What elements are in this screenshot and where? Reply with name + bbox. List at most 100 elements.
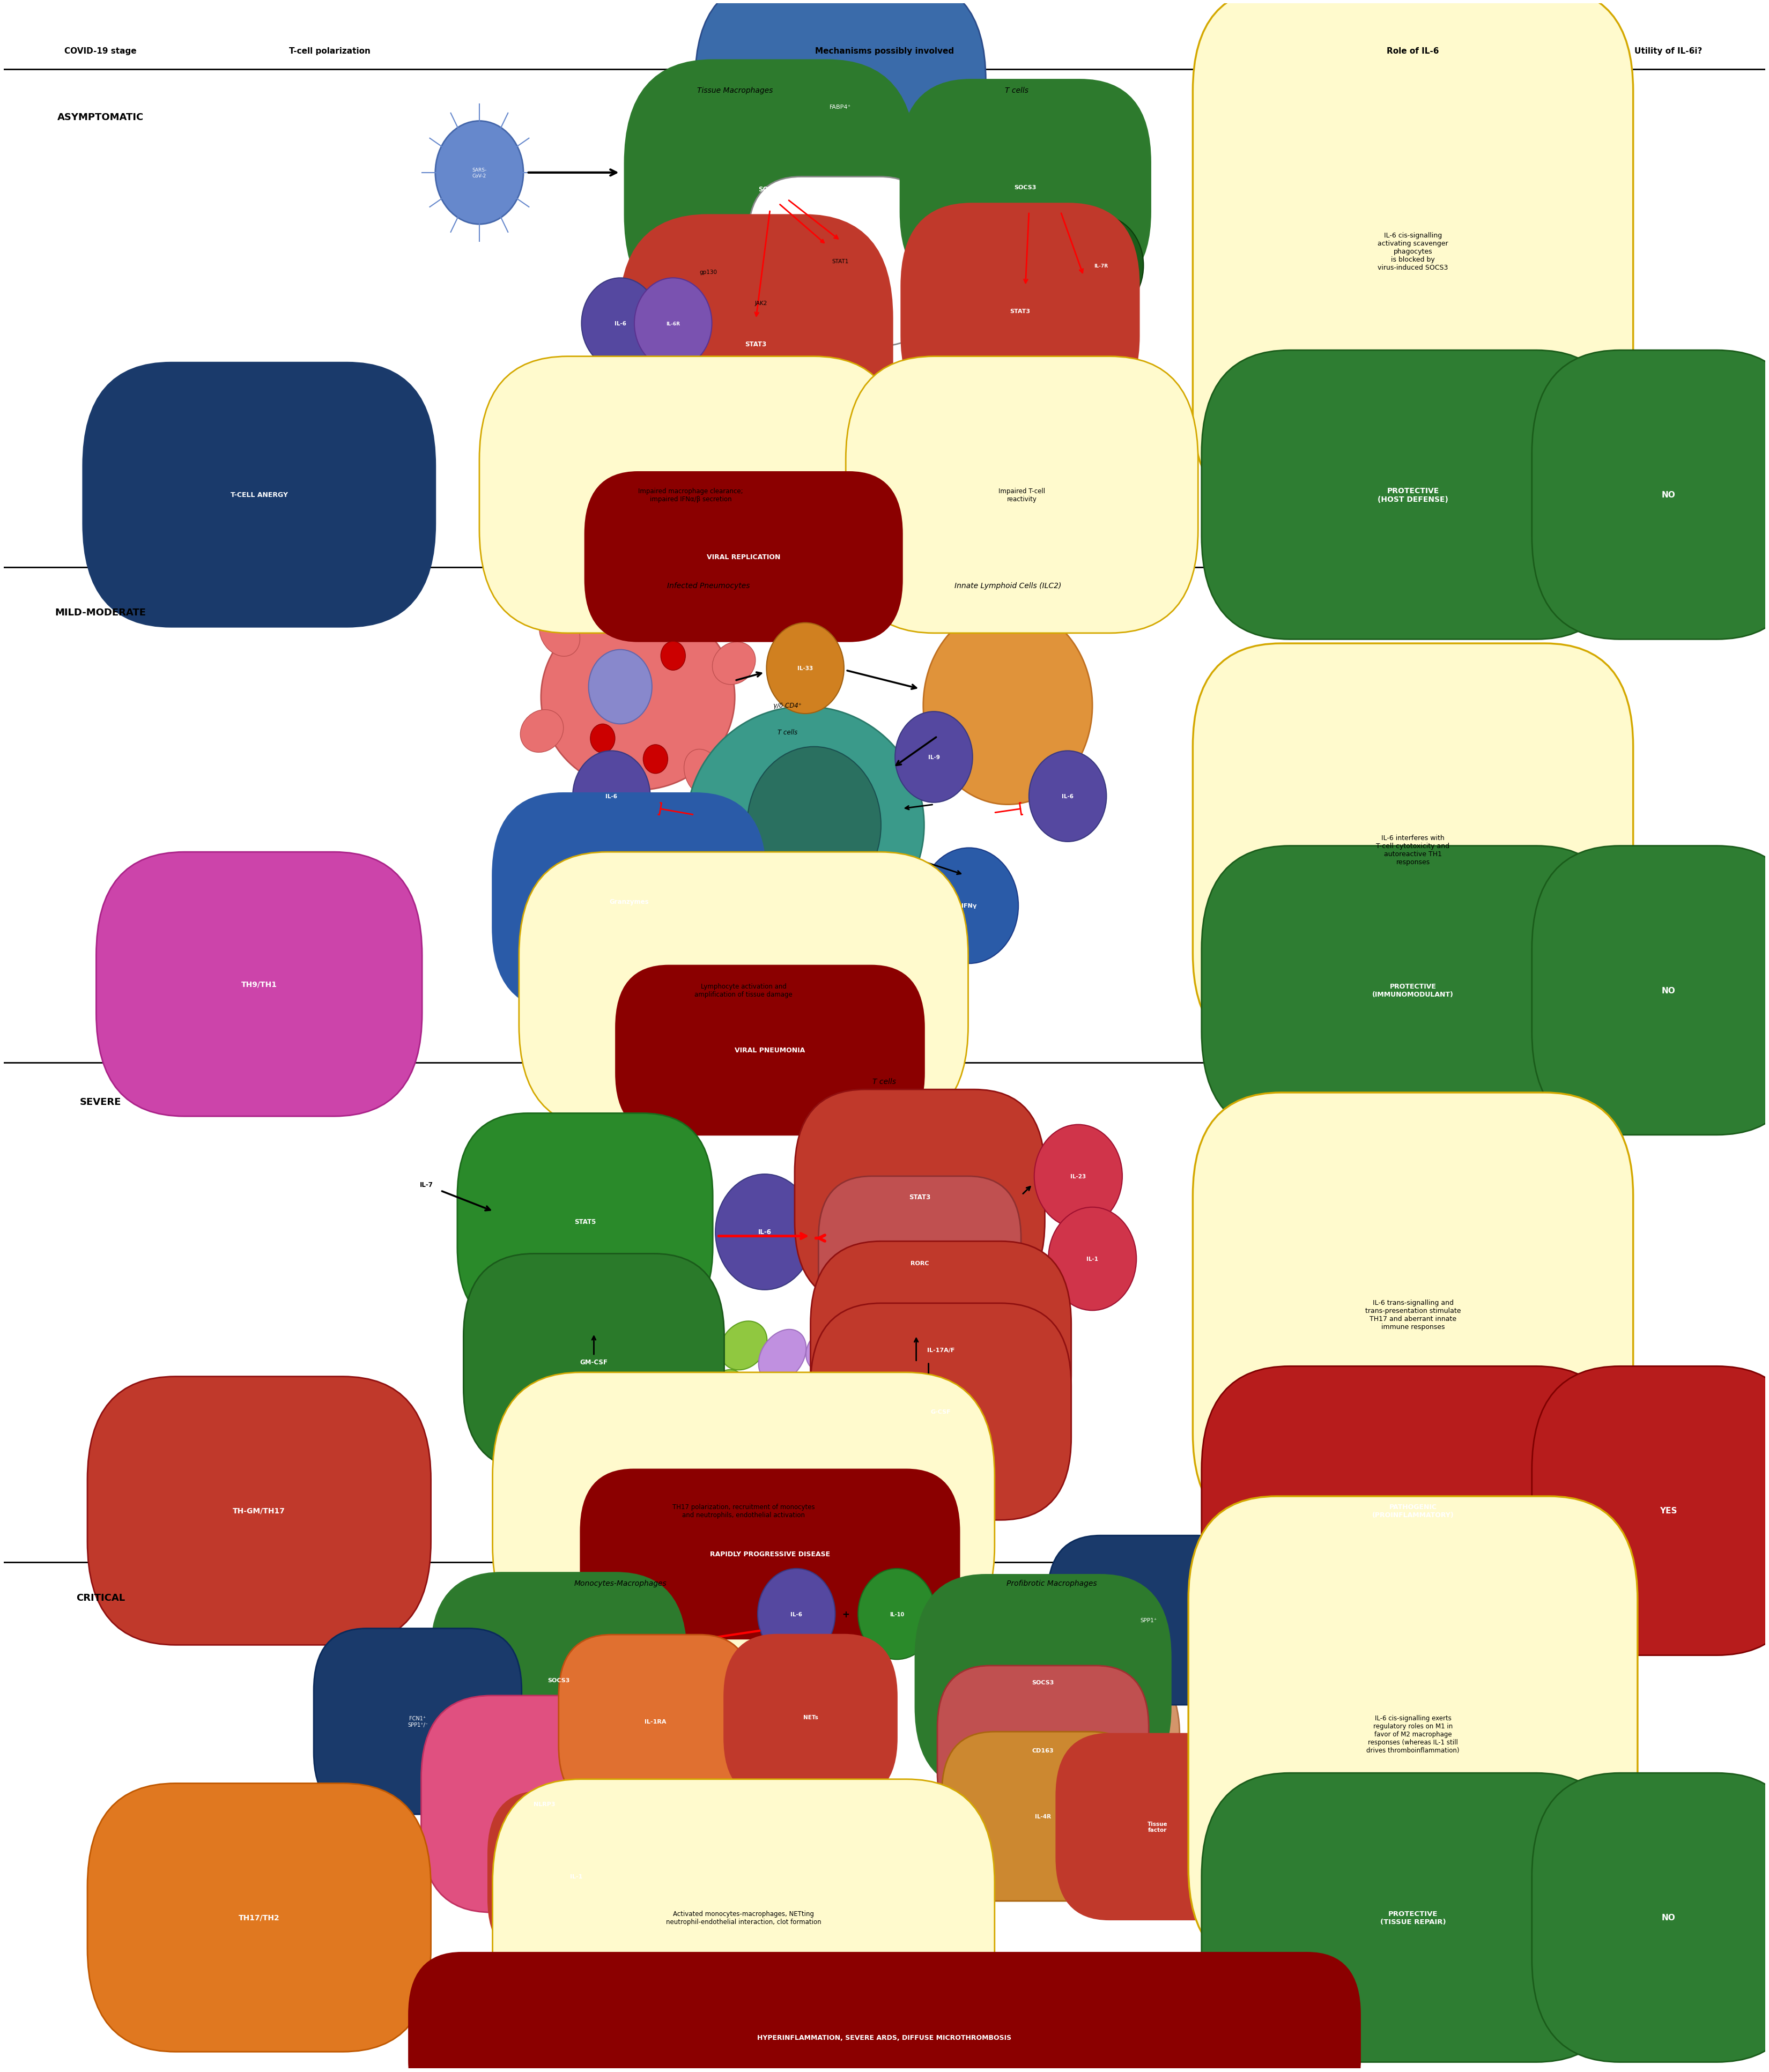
Text: γ/δ CD4⁺: γ/δ CD4⁺ [773,702,801,709]
Text: IL-33: IL-33 [798,665,814,671]
Text: RORC: RORC [911,1260,929,1266]
Text: NO: NO [1661,986,1675,995]
Text: NETs: NETs [803,1716,817,1720]
Circle shape [591,725,616,752]
Circle shape [573,750,651,841]
FancyBboxPatch shape [1192,0,1633,514]
Text: FCN1⁺
SPP1⁺/⁻: FCN1⁺ SPP1⁺/⁻ [407,1716,428,1728]
Text: IL-1: IL-1 [1086,1256,1099,1262]
Text: IL-6: IL-6 [1061,794,1074,800]
Text: IL-4R: IL-4R [1035,1813,1051,1819]
Text: IL-7R: IL-7R [1095,263,1107,269]
FancyBboxPatch shape [586,472,902,642]
Text: CD163: CD163 [1031,1747,1054,1753]
Text: TH17/TH2: TH17/TH2 [239,1915,280,1921]
Text: gp130: gp130 [699,269,716,276]
Text: Profibrotic Macrophages: Profibrotic Macrophages [1007,1579,1097,1587]
Text: NLRP3: NLRP3 [534,1801,555,1807]
Ellipse shape [946,133,1122,358]
FancyBboxPatch shape [1532,1774,1769,2062]
FancyBboxPatch shape [616,966,923,1135]
Ellipse shape [851,151,902,207]
Ellipse shape [667,1347,715,1392]
Circle shape [923,607,1093,804]
Text: Tissue
factor: Tissue factor [1148,1821,1168,1832]
FancyBboxPatch shape [1192,1092,1633,1537]
Text: SOCS3: SOCS3 [1014,184,1037,191]
Text: TH-GM/TH17: TH-GM/TH17 [234,1506,285,1515]
Text: YES: YES [1659,1506,1677,1515]
FancyBboxPatch shape [1189,1496,1638,1970]
Text: Granzymes: Granzymes [609,899,649,905]
FancyBboxPatch shape [748,176,932,346]
Text: G-CSF: G-CSF [930,1409,952,1415]
Text: PROTECTIVE
(HOST DEFENSE): PROTECTIVE (HOST DEFENSE) [1378,487,1449,503]
FancyBboxPatch shape [938,1666,1148,1836]
Ellipse shape [584,1593,624,1649]
Text: FABP4⁺: FABP4⁺ [830,104,851,110]
FancyBboxPatch shape [915,1575,1171,1790]
Text: NO: NO [1661,1915,1675,1921]
FancyBboxPatch shape [313,1629,522,1815]
FancyBboxPatch shape [432,1573,686,1788]
Ellipse shape [941,1614,1180,1852]
Text: TH17 polarization, recruitment of monocytes
and neutrophils, endothelial activat: TH17 polarization, recruitment of monocy… [672,1504,816,1519]
Ellipse shape [851,276,902,329]
Text: IL-6 cis-signalling exerts
regulatory roles on M1 in
favor of M2 macrophage
resp: IL-6 cis-signalling exerts regulatory ro… [1366,1714,1459,1753]
Ellipse shape [633,102,906,381]
Circle shape [582,278,660,369]
FancyBboxPatch shape [492,794,766,1011]
Circle shape [757,1569,835,1660]
Text: STAT3: STAT3 [909,1193,930,1200]
FancyBboxPatch shape [810,1241,1072,1459]
Text: STAT5: STAT5 [575,1218,596,1225]
Circle shape [858,1569,936,1660]
Circle shape [747,748,881,903]
Text: IL-6 cis-signalling
activating scavenger
phagocytes
is blocked by
virus-induced : IL-6 cis-signalling activating scavenger… [1378,232,1449,271]
Ellipse shape [603,769,639,821]
Ellipse shape [685,319,732,379]
Circle shape [1030,750,1106,841]
Ellipse shape [435,1622,681,1861]
FancyBboxPatch shape [810,1303,1072,1521]
Ellipse shape [472,1604,513,1660]
Text: SEVERE: SEVERE [80,1098,122,1106]
Text: IFNγ: IFNγ [961,903,976,910]
Text: ASYMPTOMATIC: ASYMPTOMATIC [57,112,143,122]
Text: IL-6: IL-6 [605,794,617,800]
Ellipse shape [778,1374,831,1419]
FancyBboxPatch shape [421,1695,669,1912]
FancyBboxPatch shape [624,60,915,319]
Circle shape [488,1129,681,1355]
Text: STAT3: STAT3 [745,342,766,348]
Text: SPP1⁺: SPP1⁺ [1141,1618,1157,1622]
Text: Tissue Macrophages: Tissue Macrophages [697,87,773,93]
FancyBboxPatch shape [409,1952,1360,2072]
Circle shape [435,122,524,224]
Circle shape [644,746,669,773]
Text: JAK2: JAK2 [755,300,768,307]
FancyBboxPatch shape [87,1784,432,2051]
Text: Infected Pneumocytes: Infected Pneumocytes [667,582,750,591]
Text: SOCS3: SOCS3 [759,186,782,193]
Text: T cells: T cells [778,729,798,736]
Text: TH9/TH1: TH9/TH1 [241,980,278,988]
Text: IL-1: IL-1 [570,1873,582,1879]
Ellipse shape [670,586,708,636]
Text: PATHOGENIC
(PROINFLAMMATORY): PATHOGENIC (PROINFLAMMATORY) [1373,1504,1454,1519]
Ellipse shape [807,1326,858,1374]
Ellipse shape [736,1676,884,1801]
FancyBboxPatch shape [83,363,435,628]
Text: NO: NO [1661,491,1675,499]
Text: MILD-MODERATE: MILD-MODERATE [55,607,147,617]
Text: +: + [842,1610,849,1618]
FancyBboxPatch shape [941,1732,1145,1900]
Circle shape [920,847,1019,963]
Text: VIRAL PNEUMONIA: VIRAL PNEUMONIA [734,1046,805,1055]
FancyBboxPatch shape [1532,1365,1769,1656]
Ellipse shape [686,707,923,945]
FancyBboxPatch shape [1201,845,1624,1135]
FancyBboxPatch shape [479,356,902,634]
Text: SOCS3: SOCS3 [1031,1680,1054,1685]
Text: STAT3: STAT3 [1010,309,1030,315]
